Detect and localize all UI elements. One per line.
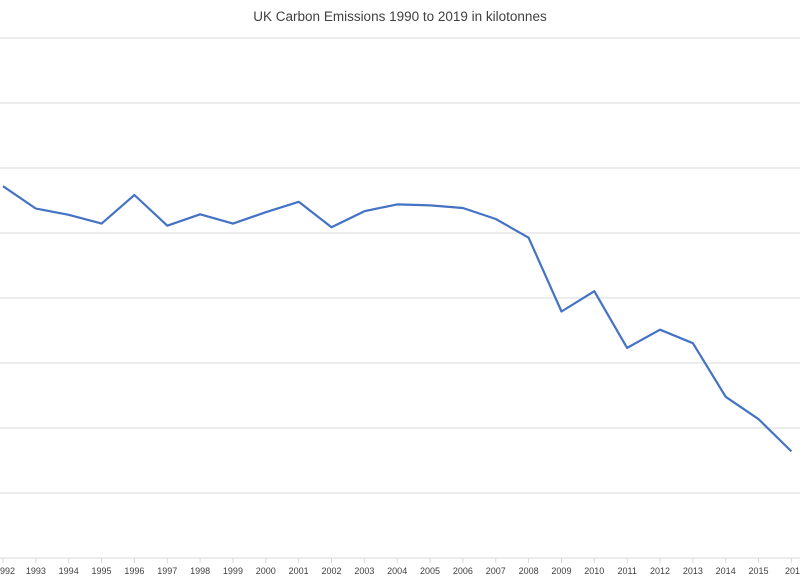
x-tick-label: 2010 — [584, 566, 604, 576]
series-layer — [2, 185, 793, 453]
x-tick-label: 1993 — [26, 566, 46, 576]
x-tick-label: 2005 — [420, 566, 440, 576]
x-tick-label: 2014 — [716, 566, 736, 576]
x-tick-label: 2007 — [486, 566, 506, 576]
x-tick-label: 1999 — [223, 566, 243, 576]
x-tick-label: 2004 — [387, 566, 407, 576]
x-axis: 992 1993 1994 1995 1996 1997 1998 1999 2000 2001 2… — [0, 558, 800, 576]
x-tick-label: 2015 — [749, 566, 769, 576]
x-tick-label: 2012 — [650, 566, 670, 576]
x-tick-label: 1998 — [190, 566, 210, 576]
x-tick-label: 201 — [785, 566, 800, 576]
x-tick-label: 1996 — [124, 566, 144, 576]
x-tick-label: 1994 — [59, 566, 79, 576]
gridlines — [0, 37, 800, 559]
chart-title: UK Carbon Emissions 1990 to 2019 in kilo… — [253, 9, 547, 24]
x-tick-label: 2000 — [256, 566, 276, 576]
x-tick-label: 2001 — [289, 566, 309, 576]
x-tick-label: 2008 — [519, 566, 539, 576]
x-tick-label: 2002 — [321, 566, 341, 576]
x-tick-label: 1995 — [92, 566, 112, 576]
x-tick-label: 2011 — [617, 566, 636, 576]
x-tick-label: 1997 — [157, 566, 177, 576]
x-tick-label: 2003 — [354, 566, 374, 576]
x-tick-label: 2009 — [551, 566, 571, 576]
series-line — [2, 185, 793, 453]
x-tick-label: 2006 — [453, 566, 473, 576]
x-tick-label: 992 — [0, 566, 15, 576]
x-tick-label: 2013 — [683, 566, 703, 576]
